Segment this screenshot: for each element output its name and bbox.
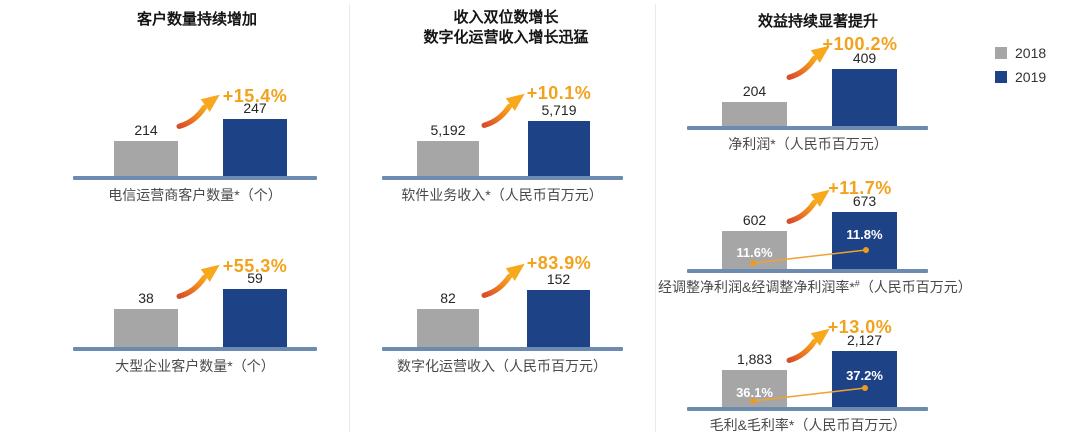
axis-label: 毛利&毛利率*（人民币百万元） — [709, 417, 907, 433]
bar-value-2019: 5,719 — [541, 102, 577, 118]
bar-value-2018: 1,883 — [736, 351, 773, 367]
growth-arrow-icon — [786, 328, 830, 363]
bar-2019 — [527, 290, 590, 347]
axis-label-unit: （人民币百万元） — [859, 279, 972, 295]
bar-value-2019: 673 — [852, 193, 877, 209]
axis-baseline — [687, 269, 928, 273]
legend-swatch-2019-icon — [995, 71, 1007, 83]
legend-item-2019: 2019 — [995, 69, 1046, 85]
title-line-1: 收入双位数增长 — [453, 9, 559, 26]
bar-value-2019: 409 — [852, 50, 877, 66]
bar-value-2019: 2,127 — [846, 332, 883, 348]
bar-2019 — [223, 119, 287, 176]
bar-2019 — [832, 69, 897, 126]
bar-2018 — [114, 141, 178, 176]
rate-2018: 36.1% — [736, 385, 773, 400]
bar-2018 — [417, 141, 479, 176]
column-title-customers: 客户数量持续增加 — [136, 11, 257, 28]
axis-baseline — [73, 176, 317, 180]
growth-arrow-icon — [176, 94, 220, 129]
title-line-2: 数字化运营收入增长迅猛 — [423, 29, 589, 46]
bar-value-2018: 5,192 — [430, 122, 466, 138]
column-title-benefits: 效益持续显著提升 — [757, 13, 878, 30]
bar-value-2019: 59 — [247, 270, 263, 286]
axis-label: 大型企业客户数量*（个） — [115, 358, 275, 374]
axis-baseline — [687, 407, 928, 411]
growth-label: +15.4% — [222, 86, 288, 106]
growth-label: +13.0% — [827, 317, 893, 337]
growth-label: +10.1% — [526, 83, 592, 103]
axis-baseline — [382, 347, 623, 351]
growth-label: +100.2% — [822, 34, 898, 54]
legend-swatch-2018-icon — [995, 47, 1007, 59]
axis-label: 净利润*（人民币百万元） — [728, 136, 888, 152]
axis-label: 电信运营商客户数量*（个） — [108, 187, 282, 203]
axis-label: 经调整净利润&经调整净利润率*#（人民币百万元） — [658, 277, 972, 297]
bar-2018 — [114, 309, 178, 347]
legend-label-2019: 2019 — [1015, 69, 1047, 85]
bar-value-2019: 152 — [546, 271, 571, 287]
bar-value-2018: 82 — [440, 290, 456, 306]
bar-2019 — [832, 212, 897, 269]
axis-baseline — [687, 126, 928, 130]
bar-2019 — [832, 351, 897, 407]
axis-label: 软件业务收入*（人民币百万元） — [401, 187, 603, 203]
legend-label-2018: 2018 — [1015, 45, 1047, 61]
axis-baseline — [382, 176, 623, 180]
bar-2018 — [417, 309, 479, 347]
bar-2019 — [223, 289, 287, 347]
column-divider — [349, 4, 350, 432]
growth-label: +11.7% — [828, 178, 892, 198]
bar-value-2018: 204 — [742, 83, 767, 99]
rate-2018: 11.6% — [736, 245, 773, 260]
bar-value-2018: 214 — [134, 122, 158, 138]
growth-arrow-icon — [481, 263, 525, 298]
growth-arrow-icon — [786, 189, 830, 224]
legend-item-2018: 2018 — [995, 45, 1046, 61]
growth-label: +83.9% — [526, 253, 592, 273]
bar-value-2018: 38 — [138, 290, 154, 306]
bar-2018 — [722, 102, 787, 126]
axis-label-superscript: # — [854, 278, 860, 289]
bar-value-2018: 602 — [742, 212, 767, 228]
bar-value-2019: 247 — [243, 100, 267, 116]
rate-2019: 37.2% — [846, 368, 883, 383]
rate-connector-line — [750, 385, 868, 404]
axis-label-text: 经调整净利润&经调整净利润率* — [658, 279, 855, 295]
growth-arrow-icon — [176, 264, 220, 299]
rate-connector-line — [750, 247, 869, 266]
column-divider — [655, 4, 656, 432]
growth-arrow-icon — [481, 93, 525, 128]
growth-label: +55.3% — [222, 256, 288, 276]
column-title-revenue: 收入双位数增长 数字化运营收入增长迅猛 — [356, 8, 656, 48]
rate-2019: 11.8% — [846, 227, 883, 242]
growth-arrow-icon — [786, 45, 830, 81]
legend: 2018 2019 — [995, 45, 1046, 93]
axis-baseline — [73, 347, 317, 351]
bar-2019 — [528, 121, 590, 176]
axis-label: 数字化运营收入（人民币百万元） — [397, 358, 607, 374]
